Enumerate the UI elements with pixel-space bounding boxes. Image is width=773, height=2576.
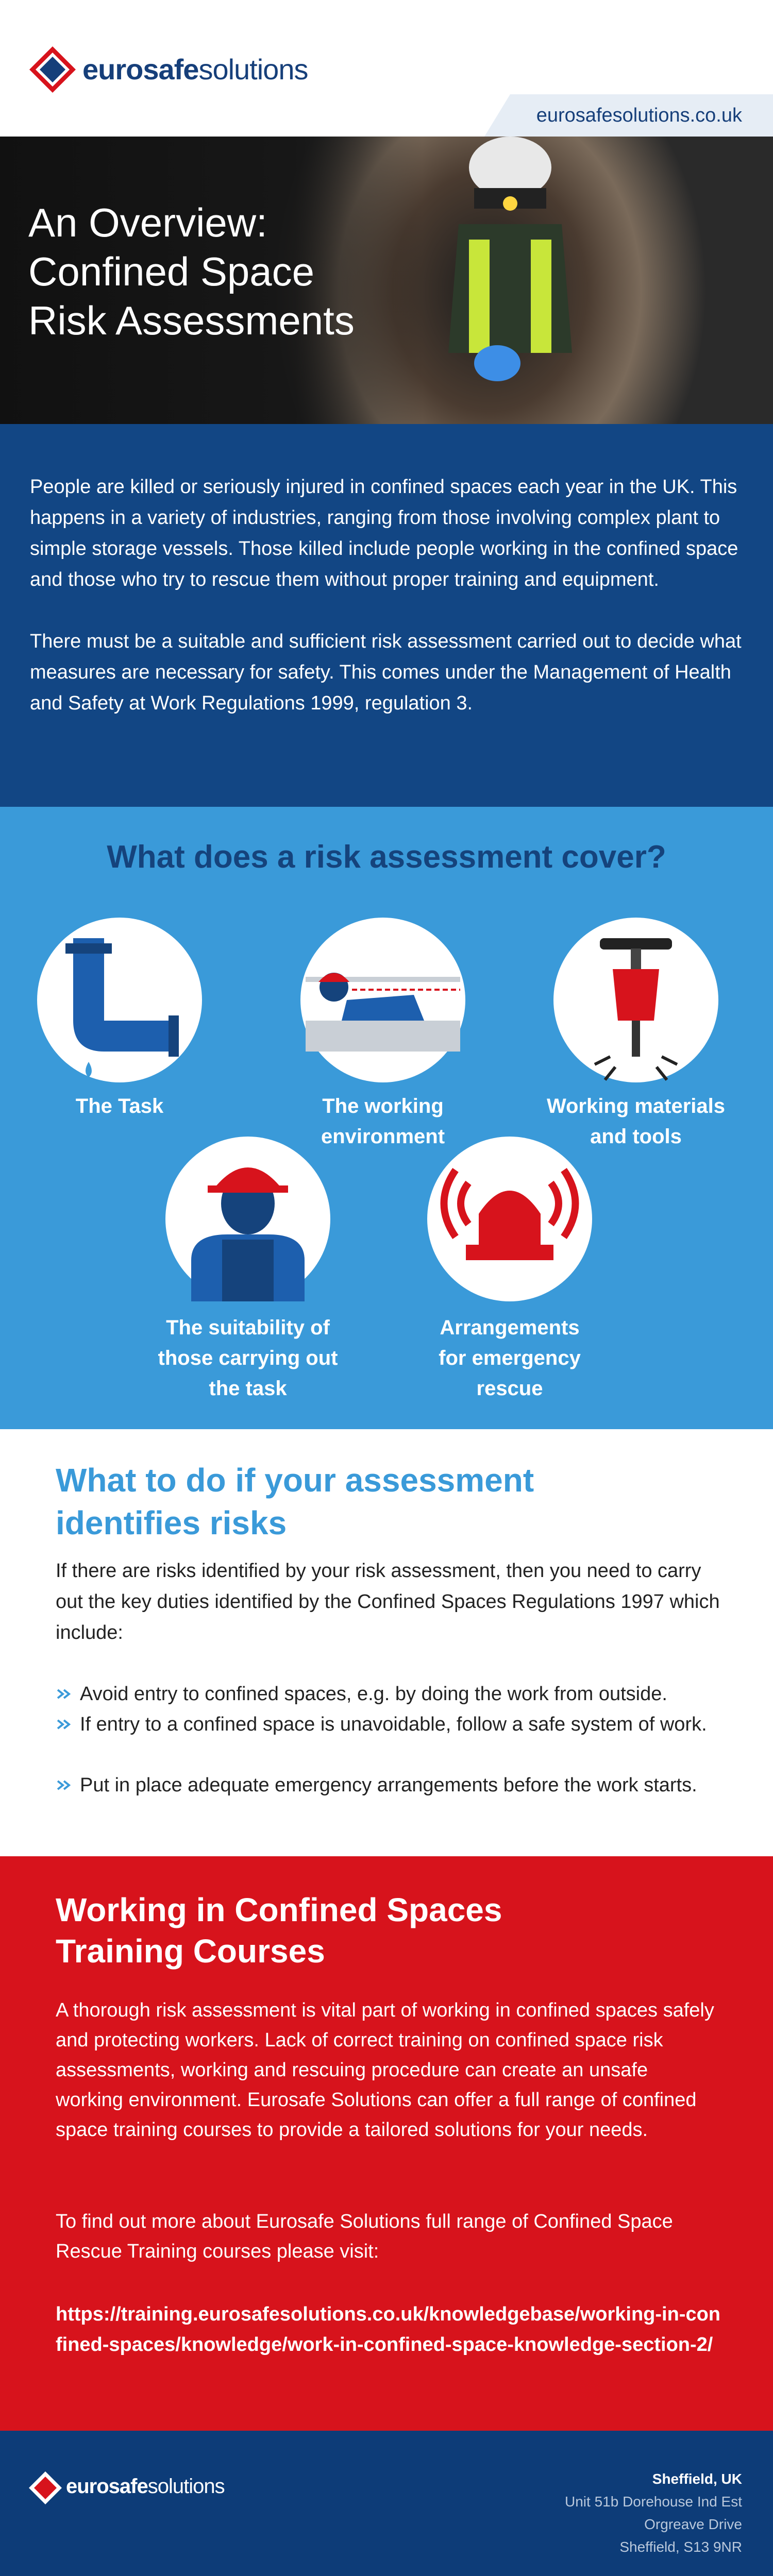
label-line: and tools xyxy=(590,1125,682,1148)
bullet-markers xyxy=(57,1689,71,1790)
coverage-icons xyxy=(37,918,718,1301)
training: Working in Confined Spaces Training Cour… xyxy=(0,1856,773,2431)
label-line: Working materials xyxy=(546,1095,726,1117)
risks-heading: What to do if your assessment identifies… xyxy=(56,1459,534,1545)
footer-logo-mark xyxy=(29,2471,62,2504)
logo-light: solutions xyxy=(147,2475,225,2498)
hero-title-line: An Overview: xyxy=(28,200,267,245)
label-line: The suitability of xyxy=(166,1316,330,1339)
header-url: eurosafesolutions.co.uk xyxy=(536,105,742,126)
intro: People are killed or seriously injured i… xyxy=(0,424,773,807)
label-line: The Task xyxy=(75,1095,164,1117)
heading-line: Working in Confined Spaces xyxy=(56,1891,502,1928)
coverage: What does a risk assessment cover? xyxy=(0,807,773,1429)
footer-address: Sheffield, UK Unit 51b Dorehouse Ind Est… xyxy=(565,2468,742,2558)
label-line: the task xyxy=(209,1377,287,1400)
label-line: environment xyxy=(321,1125,445,1148)
training-link[interactable]: https://training.eurosafesolutions.co.uk… xyxy=(56,2303,721,2355)
footer: eurosafesolutions Sheffield, UK Unit 51b… xyxy=(0,2431,773,2576)
intro-paragraph: There must be a suitable and sufficient … xyxy=(30,631,742,714)
hero-figure xyxy=(448,137,572,381)
training-paragraph: To find out more about Eurosafe Solution… xyxy=(56,2211,673,2262)
address-line: Sheffield, UK xyxy=(652,2471,742,2487)
logo-mark xyxy=(29,46,76,93)
bullet-item: Avoid entry to confined spaces, e.g. by … xyxy=(80,1683,667,1705)
heading-line: identifies risks xyxy=(56,1504,287,1541)
coverage-label: Arrangements for emergency rescue xyxy=(365,1313,654,1404)
hero: An Overview: Confined Space Risk Assessm… xyxy=(0,137,773,424)
heading-line: Training Courses xyxy=(56,1933,325,1970)
footer-logo-text: eurosafesolutions xyxy=(66,2475,225,2498)
url-bar xyxy=(484,94,773,137)
address-line: Sheffield, S13 9NR xyxy=(619,2539,742,2555)
label-line: for emergency xyxy=(439,1347,581,1369)
hero-title: An Overview: Confined Space Risk Assessm… xyxy=(28,198,355,345)
heading-line: What to do if your assessment xyxy=(56,1462,534,1499)
logo-light: solutions xyxy=(198,53,308,86)
coverage-label: The Task xyxy=(0,1091,264,1122)
label-line: rescue xyxy=(476,1377,543,1400)
training-paragraph: A thorough risk assessment is vital part… xyxy=(56,1999,714,2141)
risks-intro: If there are risks identified by your ri… xyxy=(56,1560,720,1643)
logo-text: eurosafesolutions xyxy=(82,53,308,86)
hero-shade xyxy=(0,137,423,424)
risks: What to do if your assessment identifies… xyxy=(0,1429,773,1856)
training-heading: Working in Confined Spaces Training Cour… xyxy=(56,1889,502,1972)
logo-bold: eurosafe xyxy=(66,2475,148,2498)
label-line: The working xyxy=(322,1095,444,1117)
bullet-item: Put in place adequate emergency arrangem… xyxy=(80,1774,697,1796)
coverage-label: Working materials and tools xyxy=(492,1091,773,1152)
coverage-label: The working environment xyxy=(239,1091,527,1152)
hero-title-line: Risk Assessments xyxy=(28,298,355,343)
label-line: those carrying out xyxy=(158,1347,338,1369)
coverage-label: The suitability of those carrying out the … xyxy=(104,1313,392,1404)
bullet-item: If entry to a confined space is unavoida… xyxy=(80,1714,707,1735)
logo-bold: eurosafe xyxy=(82,53,199,86)
coverage-heading: What does a risk assessment cover? xyxy=(107,839,666,875)
hero-title-line: Confined Space xyxy=(28,249,315,294)
address-line: Orgreave Drive xyxy=(644,2516,742,2532)
label-line: Arrangements xyxy=(440,1316,580,1339)
address-line: Unit 51b Dorehouse Ind Est xyxy=(565,2494,742,2510)
header: eurosafesolutions eurosafesolutions.co.u… xyxy=(0,0,773,137)
intro-paragraph: People are killed or seriously injured i… xyxy=(30,476,738,590)
